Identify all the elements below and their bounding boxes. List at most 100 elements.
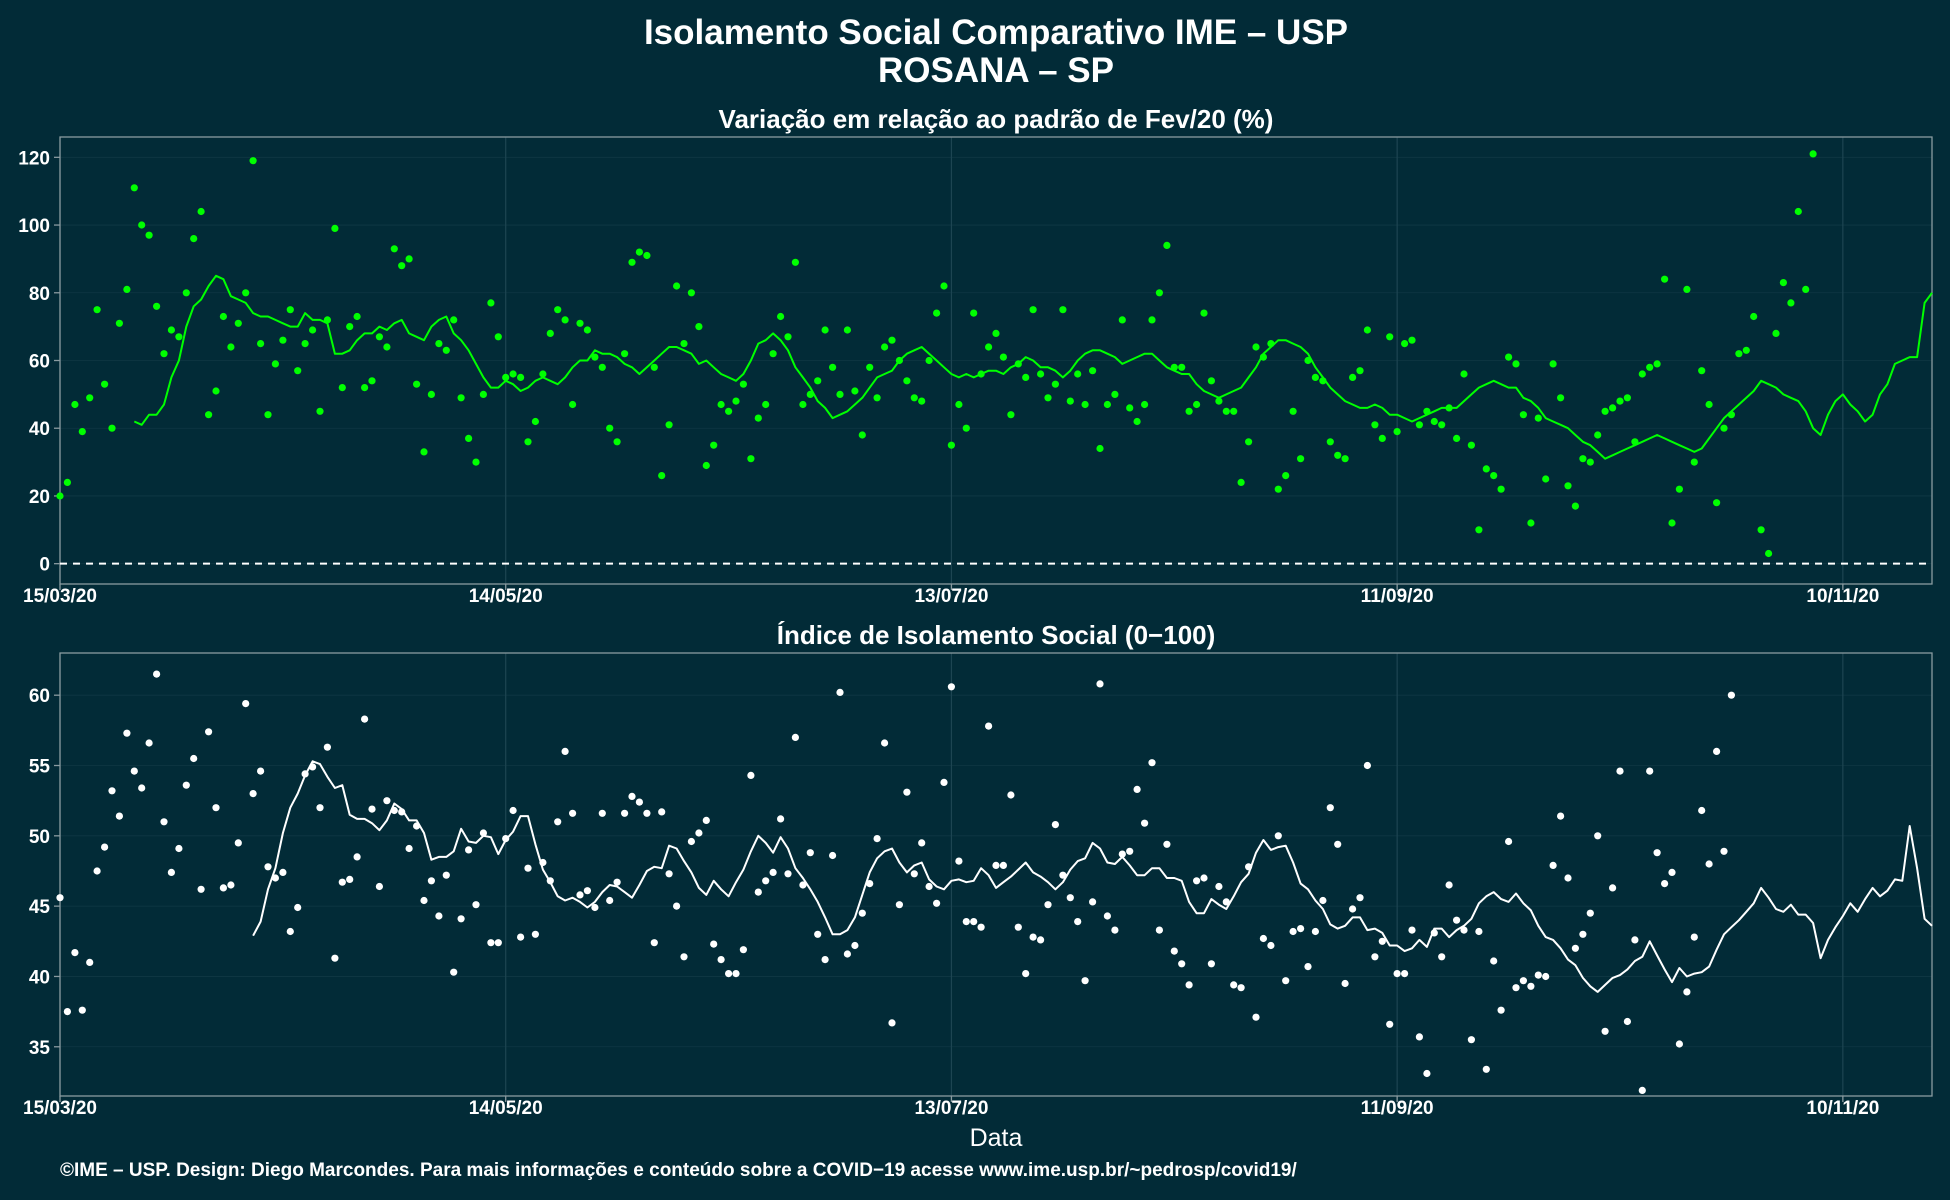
data-point: [1326, 804, 1334, 812]
y-tick-label: 20: [29, 487, 50, 508]
data-point: [346, 875, 354, 884]
data-point: [1341, 455, 1349, 463]
data-point: [1371, 421, 1379, 429]
data-point: [353, 853, 361, 861]
data-point: [754, 414, 762, 422]
data-point: [754, 888, 762, 896]
data-point: [1527, 519, 1535, 527]
data-point: [1482, 1065, 1490, 1073]
data-point: [1475, 927, 1483, 936]
data-point: [420, 896, 428, 905]
data-point: [450, 968, 458, 976]
data-point: [762, 877, 770, 885]
data-point: [1051, 380, 1059, 388]
data-point: [829, 851, 837, 860]
data-point: [227, 343, 235, 351]
data-point: [93, 306, 101, 314]
data-point: [294, 903, 302, 912]
data-point: [1482, 465, 1490, 473]
data-point: [762, 400, 770, 409]
data-point: [1170, 947, 1178, 955]
data-point: [732, 970, 740, 978]
data-point: [182, 289, 190, 297]
data-point: [457, 394, 465, 402]
data-point: [1185, 981, 1193, 989]
data-point: [591, 903, 599, 912]
data-point: [1720, 847, 1728, 855]
data-point: [1438, 953, 1446, 961]
data-point: [1066, 894, 1074, 902]
data-point: [1571, 944, 1579, 952]
data-point: [1133, 785, 1141, 794]
data-point: [479, 390, 487, 398]
x-tick-label: 15/03/20: [23, 1098, 97, 1119]
data-point: [1252, 1013, 1260, 1021]
data-point: [1675, 1040, 1683, 1048]
data-point: [524, 438, 532, 446]
data-point: [1586, 458, 1594, 466]
data-point: [123, 729, 131, 737]
data-point: [234, 839, 242, 847]
data-point: [1779, 279, 1787, 287]
data-point: [1163, 840, 1171, 848]
data-point: [910, 870, 918, 878]
data-point: [806, 849, 814, 857]
data-point: [1794, 207, 1802, 216]
data-point: [383, 343, 391, 351]
data-point: [1453, 434, 1461, 442]
data-point: [881, 739, 889, 747]
x-tick-label: 13/07/20: [914, 586, 988, 607]
data-point: [739, 946, 748, 954]
data-point: [985, 722, 993, 730]
data-point: [1051, 821, 1059, 829]
data-point: [167, 868, 175, 877]
data-point: [710, 441, 718, 449]
data-point: [1289, 927, 1297, 936]
data-point: [613, 438, 621, 446]
data-point: [554, 818, 562, 826]
data-point: [1720, 424, 1728, 432]
data-point: [1453, 916, 1461, 924]
data-point: [316, 407, 324, 415]
index-panel-title: Índice de Isolamento Social (0−100): [777, 620, 1216, 650]
variation-panel: Variação em relação ao padrão de Fev/20 …: [18, 104, 1933, 607]
data-point: [1557, 812, 1565, 820]
data-point: [940, 282, 948, 290]
data-point: [1252, 343, 1260, 351]
data-point: [1653, 360, 1661, 368]
data-point: [940, 778, 948, 787]
data-point: [836, 688, 844, 697]
data-point: [264, 411, 272, 419]
data-point: [242, 289, 250, 297]
data-point: [1126, 404, 1134, 412]
data-point: [918, 397, 926, 405]
data-point: [799, 400, 807, 409]
data-point: [1185, 407, 1193, 415]
data-point: [1096, 444, 1104, 453]
data-point: [1750, 312, 1758, 321]
data-point: [947, 441, 956, 449]
data-point: [970, 918, 978, 926]
data-point: [821, 956, 829, 964]
data-point: [1653, 849, 1661, 857]
data-point: [1222, 898, 1230, 906]
data-point: [1044, 901, 1052, 909]
data-point: [442, 871, 450, 879]
data-point: [873, 394, 881, 402]
data-point: [1802, 285, 1810, 293]
data-point: [301, 340, 309, 348]
data-point: [1193, 400, 1201, 409]
data-point: [888, 1019, 896, 1027]
data-point: [1534, 414, 1542, 422]
data-point: [739, 380, 748, 388]
variation-panel-title: Variação em relação ao padrão de Fev/20 …: [719, 104, 1274, 134]
data-point: [1386, 1020, 1394, 1028]
data-point: [264, 863, 272, 871]
data-point: [1690, 933, 1698, 941]
data-point: [175, 844, 183, 853]
data-point: [1193, 877, 1201, 885]
data-point: [665, 421, 673, 429]
data-point: [63, 478, 71, 486]
data-point: [687, 837, 696, 846]
